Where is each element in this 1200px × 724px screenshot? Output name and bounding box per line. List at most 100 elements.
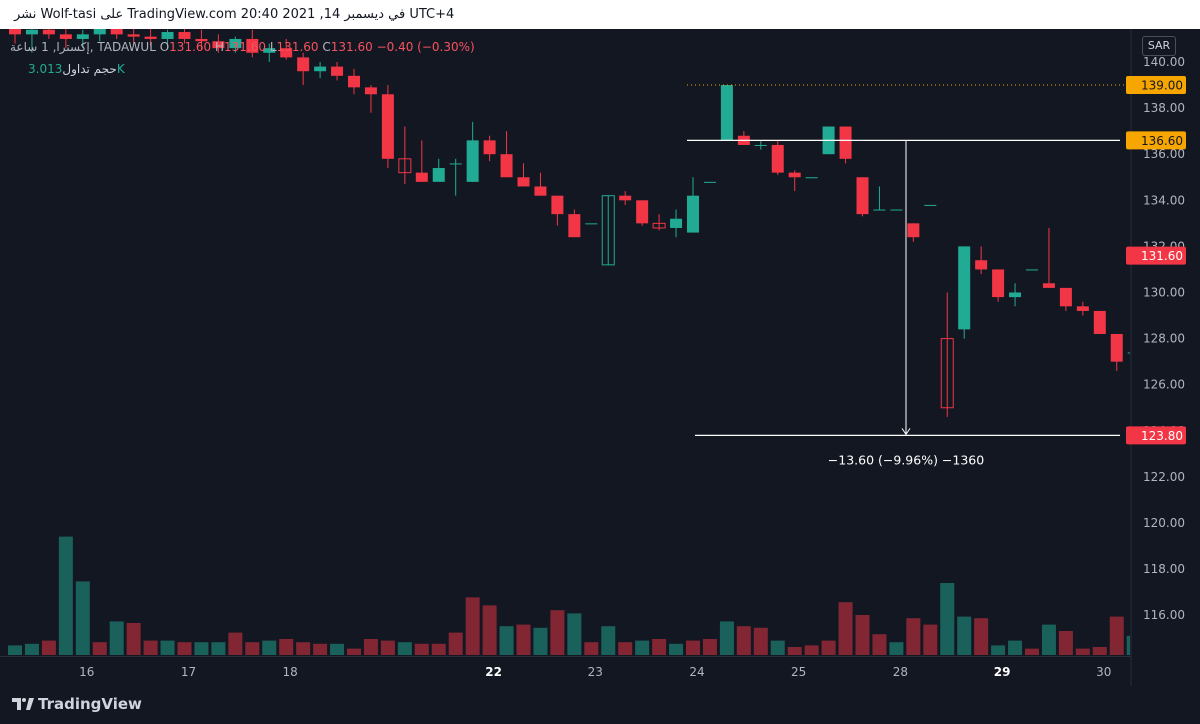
candle <box>1110 333 1123 371</box>
candles-group <box>9 29 1130 417</box>
candle-body <box>1076 306 1089 311</box>
x-tick-label: 22 <box>485 665 502 679</box>
volume-bar <box>380 640 395 655</box>
candle <box>280 38 293 60</box>
volume-bar <box>228 632 243 655</box>
candle-body <box>1093 310 1106 334</box>
candle <box>1026 269 1038 271</box>
candle-body <box>263 48 276 53</box>
candle <box>958 246 971 339</box>
candle <box>907 223 920 242</box>
volume-label[interactable]: حجم تداول <box>62 62 117 76</box>
volume-bar <box>787 647 802 655</box>
candle <box>856 177 869 217</box>
x-tick-label: 17 <box>181 665 196 679</box>
volume-bar <box>635 640 650 655</box>
candle-body <box>636 200 649 224</box>
candle-body <box>940 338 954 409</box>
price-tag-end: 123.80 <box>1141 429 1183 443</box>
candle <box>348 68 360 95</box>
volume-bar <box>24 643 39 655</box>
candle <box>873 186 886 211</box>
volume-bar <box>499 626 514 655</box>
y-tick-label: 118.00 <box>1143 562 1185 576</box>
candle-body <box>348 75 360 88</box>
candle-body <box>720 85 733 141</box>
candle <box>839 126 852 164</box>
x-tick-label: 30 <box>1096 665 1111 679</box>
volume-bar <box>736 626 751 655</box>
candle <box>992 269 1005 302</box>
volume-value: 3.013K <box>28 62 125 76</box>
volume-bar <box>109 621 124 655</box>
candle <box>720 85 733 141</box>
candle <box>568 209 581 238</box>
candle <box>144 29 157 46</box>
volume-bar <box>465 597 480 655</box>
candle <box>500 131 513 178</box>
candle <box>788 170 801 192</box>
price-tag-current: 131.60 <box>1141 249 1183 263</box>
candle-body <box>364 87 377 95</box>
candle-body <box>161 32 174 39</box>
footer-brand[interactable]: TradingView <box>38 695 142 713</box>
volume-bar <box>838 602 853 655</box>
candle <box>1076 301 1089 316</box>
candle-body <box>975 260 988 270</box>
header-title: نشر Wolf-tasi على TradingView.com 20:40 … <box>14 7 455 22</box>
candle <box>415 140 428 182</box>
candle <box>601 195 615 266</box>
candle <box>517 163 530 187</box>
header-bar: نشر Wolf-tasi على TradingView.com 20:40 … <box>0 0 1200 29</box>
volume-bar <box>533 627 548 655</box>
volume-bar <box>482 605 497 655</box>
legend-symbol[interactable]: إكسترا, 1 ساعة, TADAWUL <box>10 40 156 54</box>
candle <box>364 85 377 113</box>
candle-body <box>93 29 106 35</box>
candle-body <box>585 223 598 225</box>
price-tag-136-bg <box>1126 131 1186 150</box>
y-tick-label: 134.00 <box>1143 193 1185 207</box>
legend-h-value: 131.60 <box>224 40 267 54</box>
x-tick-label: 18 <box>283 665 298 679</box>
volume-group <box>8 536 1130 655</box>
x-tick-label: 25 <box>791 665 806 679</box>
legend-l-label: L <box>269 40 277 54</box>
volume-bar <box>753 627 768 655</box>
candle-body <box>568 214 581 238</box>
volume-bar <box>669 643 684 655</box>
candle <box>687 177 699 233</box>
volume-legend: حجم تداول3.013K <box>20 62 125 76</box>
volume-bar <box>330 643 345 655</box>
volume-bar <box>1075 648 1090 655</box>
candle <box>195 29 208 51</box>
candle-body <box>652 222 666 229</box>
candle <box>924 204 937 206</box>
candle <box>1059 287 1072 311</box>
volume-bar <box>431 643 446 655</box>
y-tick-label: 120.00 <box>1143 516 1185 530</box>
volume-bar <box>1008 640 1023 655</box>
y-tick-label: 126.00 <box>1143 378 1185 392</box>
candle <box>331 62 344 81</box>
candle-body <box>110 29 123 35</box>
candle <box>670 209 683 238</box>
volume-bar <box>516 624 531 655</box>
candle <box>890 209 903 211</box>
currency-badge[interactable]: SAR <box>1142 36 1176 56</box>
x-tick-label: 23 <box>588 665 603 679</box>
volume-bar <box>1092 647 1107 655</box>
candle-body <box>619 195 632 201</box>
volume-bar <box>889 642 904 655</box>
candle-body <box>314 66 327 72</box>
y-tick-label: 116.00 <box>1143 608 1185 622</box>
y-tick-label: 128.00 <box>1143 332 1185 346</box>
legend-c-label: C <box>322 40 331 54</box>
candle-body <box>127 34 140 37</box>
candle-body <box>924 204 937 206</box>
price-chart[interactable]: −13.60 (−9.96%) −1360140.00138.00136.001… <box>0 29 1200 686</box>
volume-bar <box>940 583 955 655</box>
candle-body <box>890 209 903 211</box>
volume-bar <box>92 642 107 655</box>
volume-bar <box>906 618 921 655</box>
